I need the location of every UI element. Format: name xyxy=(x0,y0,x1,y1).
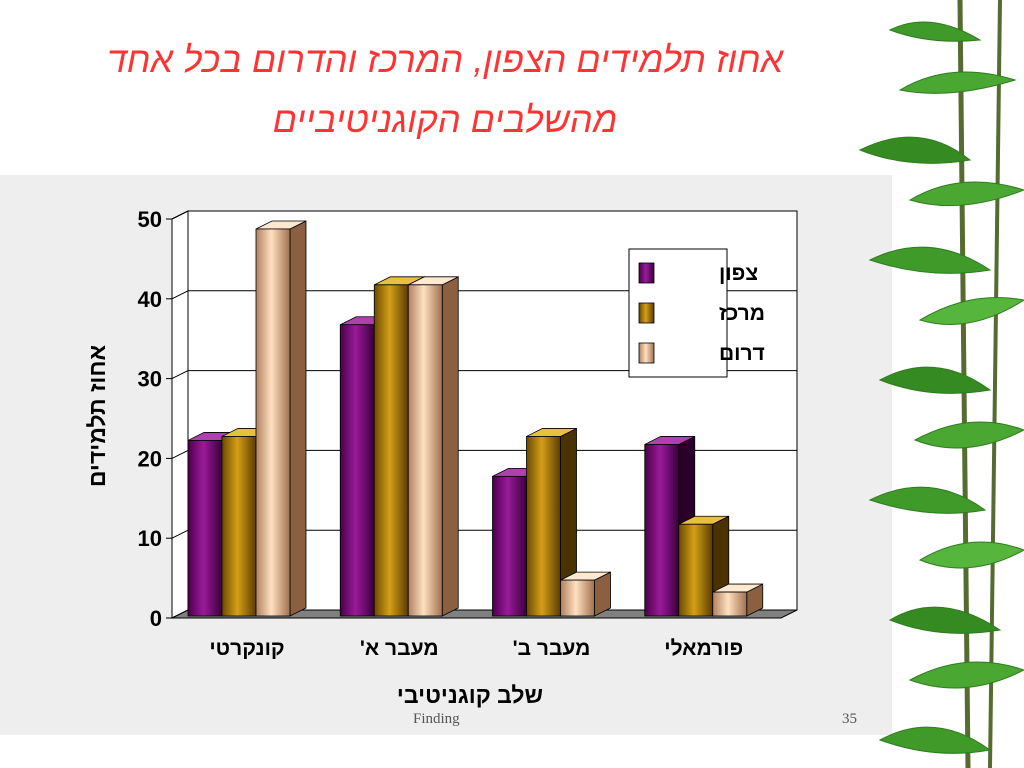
y-tick-label: 10 xyxy=(138,526,162,551)
plot-floor xyxy=(171,609,798,619)
legend-label: צפון xyxy=(719,262,758,285)
bar-front xyxy=(678,523,714,617)
y-tick-label: 30 xyxy=(138,367,162,392)
slide-title: אחוז תלמידים הצפון, המרכז והדרום בכל אחד… xyxy=(20,30,870,150)
bar-chart: 0 10 20 30 40 50 קונקרטי מעבר א' מעבר ב' פורמאלי ש… xyxy=(84,207,798,708)
bar-front xyxy=(187,440,223,617)
title-line-1: אחוז תלמידים הצפון, המרכז והדרום בכל אחד xyxy=(106,39,784,80)
page-number: 35 xyxy=(842,711,857,727)
bamboo-decoration xyxy=(858,0,1024,768)
gridline-side xyxy=(171,370,189,380)
gridline-side xyxy=(171,290,189,300)
y-axis-title: אחוז תלמידים xyxy=(84,345,110,488)
bar-side xyxy=(289,220,307,617)
y-tick-label: 50 xyxy=(138,207,162,232)
bar-front xyxy=(373,284,409,617)
y-tick-label: 0 xyxy=(150,606,162,631)
x-category-label: פורמאלי xyxy=(664,637,743,660)
gridline-side xyxy=(171,449,189,459)
footer-label: Finding xyxy=(413,711,460,727)
bar-front xyxy=(492,475,527,617)
bar xyxy=(526,427,577,617)
x-category-label: מעבר א' xyxy=(360,637,439,660)
x-category-label: מעבר ב' xyxy=(513,637,591,660)
bar-side xyxy=(441,276,459,617)
bar-front xyxy=(526,436,561,617)
bar-front xyxy=(407,284,443,617)
legend-swatch xyxy=(638,262,655,284)
y-tick-label: 40 xyxy=(138,287,162,312)
chart-panel: 0 10 20 30 40 50 קונקרטי מעבר א' מעבר ב' פורמאלי ש… xyxy=(0,175,892,735)
gridline-side xyxy=(171,529,189,539)
bar xyxy=(255,220,307,617)
bar-front xyxy=(339,324,375,617)
bar-front xyxy=(712,591,748,617)
gridline-side xyxy=(171,210,189,220)
bar xyxy=(407,276,459,617)
legend-label: מרכז xyxy=(719,302,765,325)
legend-swatch xyxy=(638,302,655,324)
title-line-2: מהשלבים הקוגניטיביים xyxy=(272,99,618,140)
x-category-label: קונקרטי xyxy=(209,637,284,660)
bar-front xyxy=(644,444,680,617)
bar-front xyxy=(255,228,291,617)
x-axis-title: שלב קוגניטיבי xyxy=(397,682,543,708)
bar xyxy=(560,571,611,617)
bar-front xyxy=(221,436,257,617)
legend-swatch xyxy=(638,342,655,364)
bar-front xyxy=(560,579,595,617)
plot-side-wall xyxy=(171,210,189,619)
bar xyxy=(712,583,764,617)
legend-label: דרום xyxy=(719,342,765,365)
y-tick-label: 20 xyxy=(138,446,162,471)
